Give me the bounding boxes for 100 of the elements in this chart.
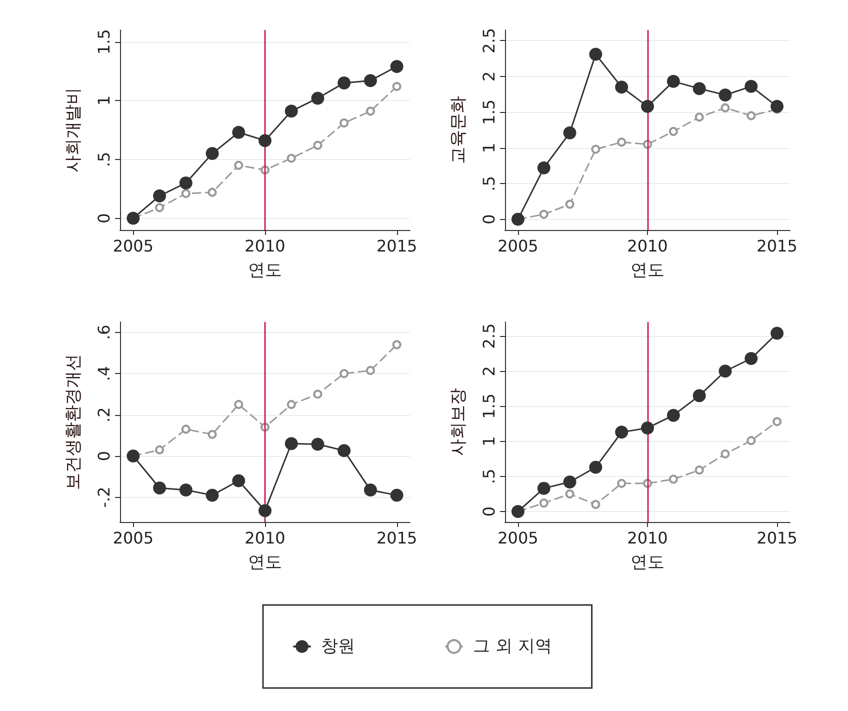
point [565,489,574,498]
y-tick-label: .5 [94,152,114,168]
point [153,481,166,494]
point [718,88,732,102]
point [313,140,322,150]
y-tick-label: 1.5 [480,99,498,125]
point [155,445,164,454]
point [641,100,654,113]
point [565,200,574,209]
y-tick-label: 1 [480,142,498,153]
y-axis-title: 사회개발비 [64,88,84,172]
x-tick-label: 2005 [498,236,538,256]
x-axis-title: 연도 [248,260,282,280]
x-tick-label: 2005 [498,528,538,548]
y-tick-label: 1.5 [480,393,498,419]
point [234,160,244,170]
point [311,92,324,105]
point [286,400,296,409]
point [539,498,548,508]
point [718,364,732,378]
legend-label: 그 외 지역 [473,636,552,656]
x-tick-label: 2015 [376,236,418,256]
point [232,474,246,488]
point [392,82,402,91]
x-axis-title: 연도 [630,260,664,280]
point [537,161,550,174]
point [364,74,377,88]
point [179,484,192,497]
point [258,134,272,148]
point [311,438,324,451]
point [208,188,217,197]
point [390,488,404,502]
y-tick-label: 2 [480,71,498,82]
point [206,488,219,502]
y-tick-label: .5 [480,468,498,484]
y-tick-label: .6 [94,324,114,340]
y-tick-label: .5 [480,176,498,192]
point [338,76,351,90]
point [366,366,375,375]
point [390,60,404,73]
point [234,400,244,409]
x-axis-title: 연도 [248,552,282,572]
y-axis-title: 교육문화 [448,96,468,164]
point [206,147,219,160]
point [772,417,782,426]
point [615,426,628,439]
point [770,100,784,113]
y-tick-label: 2.5 [480,28,498,54]
y-tick-label: 0 [94,213,114,224]
point [537,482,550,495]
point [155,203,164,212]
point [720,449,730,458]
x-tick-label: 2010 [244,236,286,256]
point [641,421,654,434]
y-tick-label: 1.5 [94,29,114,54]
point [563,476,576,488]
y-tick-label: .2 [94,407,114,422]
y-tick-label: 2.5 [480,323,498,349]
point [668,474,678,484]
point [539,210,548,219]
y-tick-label: 0 [480,214,498,224]
legend-label: 창원 [321,636,355,656]
y-tick-label: -.2 [94,486,114,508]
point [591,500,600,509]
point [340,369,349,378]
point [286,154,296,163]
x-tick-label: 2015 [756,236,798,256]
point [589,460,602,474]
point [666,74,680,88]
point [617,138,626,147]
point [153,189,166,202]
point [746,111,756,120]
x-tick-label: 2015 [756,528,798,548]
point [666,408,680,422]
point [366,106,375,116]
x-tick-label: 2005 [112,236,154,256]
point [744,352,758,365]
point [744,80,758,93]
point [589,48,602,61]
point [563,126,576,140]
point [668,126,678,136]
y-tick-label: 0 [480,506,498,517]
point [181,189,190,198]
x-tick-label: 2010 [244,528,286,548]
y-tick-label: 1 [94,95,114,106]
point [692,82,706,96]
y-tick-label: 1 [480,436,498,446]
point [338,444,351,458]
y-axis-title: 사회보장 [448,388,468,456]
point [720,103,730,112]
point [340,118,349,128]
x-tick-label: 2005 [112,528,154,548]
point [181,424,190,434]
y-axis-title: 보건생활환경개선 [64,354,84,490]
x-tick-label: 2010 [627,236,668,256]
point [313,390,322,399]
x-tick-label: 2015 [376,528,418,548]
point [591,144,600,154]
y-tick-label: 2 [480,366,498,376]
x-axis-title: 연도 [630,552,664,572]
